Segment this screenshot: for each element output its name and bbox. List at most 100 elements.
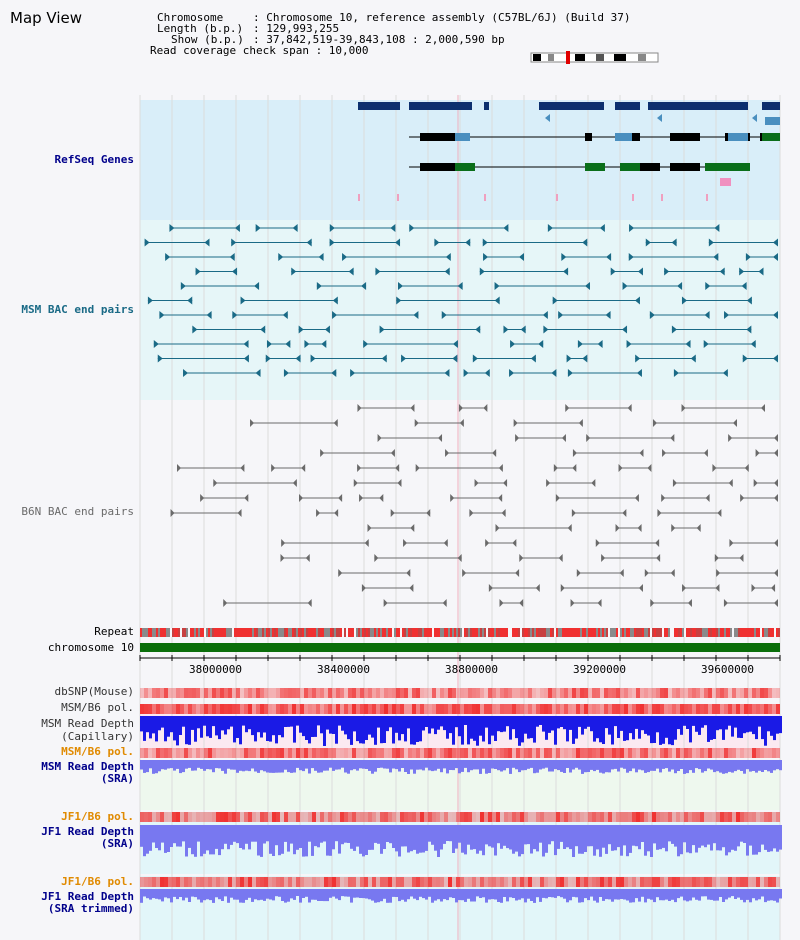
heat-cell xyxy=(456,748,460,758)
repeat-label[interactable]: Repeat xyxy=(94,625,134,638)
repeat-segment xyxy=(496,628,498,637)
heat-cell xyxy=(480,688,484,698)
heat-cell xyxy=(432,748,436,758)
depth-bar xyxy=(407,716,410,729)
bac-end-marker xyxy=(530,354,536,363)
heat-cell xyxy=(412,748,416,758)
depth-bar xyxy=(449,716,452,734)
repeat-segment xyxy=(514,628,516,637)
heat-cell xyxy=(588,748,592,758)
depth-bar xyxy=(173,716,176,741)
depth-bar xyxy=(677,716,680,730)
chromosome-value: : Chromosome 10, reference assembly (C57… xyxy=(253,11,631,24)
depth-bar xyxy=(383,760,386,769)
depth-bar xyxy=(629,825,632,853)
repeat-segment xyxy=(468,628,470,637)
msm-depth-capillary-label[interactable]: MSM Read Depth xyxy=(41,717,134,730)
depth-bar xyxy=(533,825,536,850)
heat-cell xyxy=(656,688,660,698)
depth-bar xyxy=(716,889,719,901)
heat-cell xyxy=(272,704,276,714)
repeat-segment xyxy=(512,628,514,637)
depth-bar xyxy=(638,716,641,739)
bac-end-marker xyxy=(254,282,260,290)
heat-cell xyxy=(224,812,228,822)
heat-cell xyxy=(408,812,412,822)
heat-cell xyxy=(424,704,428,714)
heat-cell xyxy=(444,812,448,822)
depth-bar xyxy=(161,889,164,902)
heat-cell xyxy=(460,877,464,887)
heat-cell xyxy=(344,812,348,822)
jf1-depth-trimmed-label[interactable]: JF1 Read Depth xyxy=(41,890,134,903)
bac-end-marker xyxy=(316,282,322,290)
depth-bar xyxy=(710,889,713,900)
depth-bar xyxy=(266,825,269,842)
bac-end-marker xyxy=(206,311,212,319)
refseq-label[interactable]: RefSeq Genes xyxy=(54,153,134,166)
heat-cell xyxy=(748,877,752,887)
heat-cell xyxy=(728,877,732,887)
depth-bar xyxy=(524,889,527,903)
depth-bar xyxy=(599,760,602,773)
depth-bar xyxy=(260,889,263,900)
exon-block xyxy=(585,133,592,141)
repeat-segment xyxy=(674,628,676,637)
jf1-depth-sra-label[interactable]: JF1 Read Depth xyxy=(41,825,134,838)
jf1-b6-pol-label-2[interactable]: JF1/B6 pol. xyxy=(61,875,134,888)
heat-cell xyxy=(156,748,160,758)
heat-cell xyxy=(256,812,260,822)
depth-bar xyxy=(209,825,212,855)
depth-bar xyxy=(194,760,197,771)
heat-cell xyxy=(520,748,524,758)
repeat-segment xyxy=(144,628,146,637)
repeat-segment xyxy=(548,628,550,637)
depth-bar xyxy=(326,825,329,856)
heat-cell xyxy=(700,704,704,714)
jf1-b6-pol-label-1[interactable]: JF1/B6 pol. xyxy=(61,810,134,823)
repeat-segment xyxy=(748,628,750,637)
heat-cell xyxy=(312,704,316,714)
exon-block xyxy=(640,163,660,171)
bac-end-marker xyxy=(170,509,175,517)
jf1-depth-sra-sublabel: (SRA) xyxy=(100,837,134,850)
msm-depth-sra-label[interactable]: MSM Read Depth xyxy=(41,760,134,773)
heat-cell xyxy=(444,688,448,698)
msm-b6-pol-label-1[interactable]: MSM/B6 pol. xyxy=(61,701,134,714)
repeat-segment xyxy=(272,628,274,637)
dbsnp-label[interactable]: dbSNP(Mouse) xyxy=(54,685,134,698)
bac-end-marker xyxy=(377,434,382,442)
repeat-segment xyxy=(498,628,500,637)
heat-cell xyxy=(412,877,416,887)
depth-bar xyxy=(188,716,191,745)
heat-cell xyxy=(720,688,724,698)
bac-end-marker xyxy=(739,267,745,276)
bac-end-marker xyxy=(774,599,778,607)
heat-cell xyxy=(436,877,440,887)
heat-cell xyxy=(268,812,272,822)
depth-bar xyxy=(650,760,653,771)
heat-cell xyxy=(308,748,312,758)
heat-cell xyxy=(508,704,512,714)
heat-cell xyxy=(756,704,760,714)
depth-bar xyxy=(776,889,779,903)
heat-cell xyxy=(764,877,768,887)
repeat-segment xyxy=(556,628,558,637)
b6n-bac-label[interactable]: B6N BAC end pairs xyxy=(21,505,134,518)
depth-bar xyxy=(233,889,236,900)
depth-bar xyxy=(536,825,539,852)
depth-bar xyxy=(515,889,518,901)
depth-bar xyxy=(182,825,185,842)
msm-b6-pol-label-2[interactable]: MSM/B6 pol. xyxy=(61,745,134,758)
heat-cell xyxy=(260,704,264,714)
heat-cell xyxy=(232,877,236,887)
depth-bar xyxy=(677,760,680,771)
depth-bar xyxy=(314,825,317,847)
depth-bar xyxy=(176,760,179,769)
depth-bar xyxy=(224,825,227,844)
repeat-segment xyxy=(652,628,654,637)
strand-arrow xyxy=(657,114,662,122)
heat-cell xyxy=(632,704,636,714)
msm-bac-label[interactable]: MSM BAC end pairs xyxy=(21,303,134,316)
repeat-segment xyxy=(500,628,502,637)
